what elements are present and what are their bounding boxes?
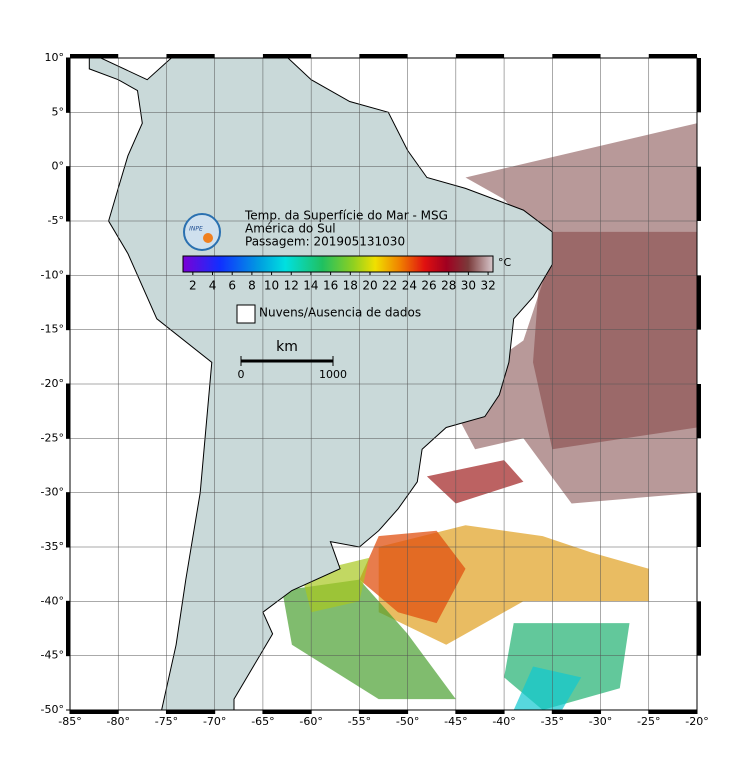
colorbar-label: 6: [228, 279, 236, 293]
y-tick-label: -5°: [48, 214, 64, 227]
frame-segment: [552, 710, 601, 714]
frame-segment: [697, 384, 701, 439]
y-tick-label: -45°: [41, 649, 64, 662]
x-tick-label: -80°: [106, 715, 129, 728]
frame-segment: [70, 710, 119, 714]
colorbar-label: 26: [421, 279, 436, 293]
colorbar-label: 28: [441, 279, 456, 293]
frame-segment: [697, 492, 701, 547]
y-tick-label: -30°: [41, 486, 64, 499]
colorbar-label: 8: [248, 279, 256, 293]
sst-patch: [282, 579, 456, 700]
y-tick-label: -15°: [41, 323, 64, 336]
colorbar: [182, 255, 494, 273]
logo-dot: [203, 233, 213, 243]
x-tick-label: -30°: [589, 715, 612, 728]
logo-text: INPE: [189, 226, 203, 233]
frame-segment: [66, 601, 70, 656]
y-tick-label: -20°: [41, 377, 64, 390]
y-tick-label: -40°: [41, 594, 64, 607]
colorbar-label: 16: [323, 279, 338, 293]
x-tick-label: -75°: [155, 715, 178, 728]
colorbar-label: 20: [362, 279, 377, 293]
legend-title: América do Sul: [245, 222, 336, 236]
y-tick-label: -35°: [41, 540, 64, 553]
frame-segment: [697, 601, 701, 656]
y-tick-label: -25°: [41, 431, 64, 444]
scale-label: 0: [238, 368, 245, 381]
frame-segment: [66, 58, 70, 113]
frame-segment: [648, 54, 697, 58]
frame-segment: [262, 710, 312, 714]
x-tick-label: -40°: [492, 715, 515, 728]
x-tick-label: -25°: [637, 715, 660, 728]
frame-segment: [66, 384, 70, 439]
colorbar-label: 14: [303, 279, 318, 293]
colorbar-label: 18: [343, 279, 358, 293]
frame-segment: [359, 54, 408, 58]
frame-segment: [697, 58, 701, 113]
colorbar-label: 30: [461, 279, 476, 293]
legend-title: Temp. da Superfície do Mar - MSG: [244, 209, 448, 223]
frame-segment: [697, 275, 701, 330]
frame-segment: [648, 710, 697, 714]
colorbar-label: 2: [189, 279, 197, 293]
no-data-swatch: [236, 304, 256, 324]
frame-segment: [166, 710, 215, 714]
colorbar-label: 4: [209, 279, 217, 293]
y-tick-label: -50°: [41, 703, 64, 716]
colorbar-label: 32: [480, 279, 495, 293]
colorbar-label: 22: [382, 279, 397, 293]
sst-patch: [359, 530, 466, 624]
sst-patch: [426, 460, 524, 504]
x-tick-label: -70°: [203, 715, 226, 728]
no-data-label: Nuvens/Ausencia de dados: [259, 306, 421, 320]
x-tick-label: -50°: [396, 715, 419, 728]
colorbar-label: 10: [264, 279, 279, 293]
y-tick-label: 0°: [52, 160, 65, 173]
frame-segment: [70, 54, 119, 58]
frame-segment: [359, 710, 408, 714]
map-area: [70, 58, 697, 710]
y-tick-label: 10°: [45, 51, 65, 64]
y-tick-label: -10°: [41, 268, 64, 281]
frame-segment: [66, 166, 70, 221]
scale-label: 1000: [319, 368, 347, 381]
sst-patch: [513, 666, 582, 710]
frame-segment: [455, 710, 505, 714]
scale-unit: km: [276, 339, 298, 355]
overlay: -85° -80° -75° -70° -65° -60° -55° -50° -45° -40°…: [41, 51, 709, 728]
legend-title: Passagem: 201905131030: [245, 235, 405, 249]
x-tick-label: -35°: [541, 715, 564, 728]
x-tick-label: -20°: [685, 715, 708, 728]
frame-segment: [552, 54, 601, 58]
x-tick-label: -60°: [299, 715, 322, 728]
colorbar-label: 12: [284, 279, 299, 293]
y-tick-label: 5°: [52, 105, 65, 118]
frame-segment: [262, 54, 312, 58]
frame-segment: [697, 166, 701, 221]
x-tick-label: -65°: [251, 715, 274, 728]
frame-segment: [166, 54, 215, 58]
sst-patch: [533, 231, 697, 450]
x-tick-label: -45°: [444, 715, 467, 728]
frame-segment: [66, 275, 70, 330]
frame-segment: [66, 492, 70, 547]
colorbar-label: 24: [402, 279, 417, 293]
x-tick-label: -85°: [58, 715, 81, 728]
colorbar-unit: °C: [498, 256, 512, 269]
frame-segment: [455, 54, 505, 58]
x-tick-label: -55°: [348, 715, 371, 728]
